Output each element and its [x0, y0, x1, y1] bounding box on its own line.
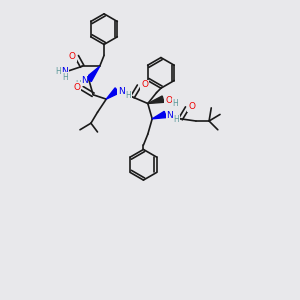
Text: O: O	[165, 96, 172, 105]
Text: O: O	[188, 102, 195, 111]
Text: N: N	[61, 67, 68, 76]
Polygon shape	[106, 88, 119, 99]
Text: H: H	[55, 67, 61, 76]
Text: H: H	[125, 92, 131, 100]
Text: H: H	[173, 116, 179, 124]
Text: N: N	[118, 87, 125, 96]
Text: H: H	[172, 99, 178, 108]
Polygon shape	[152, 111, 166, 119]
Text: H: H	[75, 80, 81, 89]
Polygon shape	[148, 96, 164, 103]
Text: O: O	[73, 82, 80, 91]
Polygon shape	[86, 66, 100, 82]
Text: O: O	[141, 80, 148, 89]
Text: N: N	[166, 111, 173, 120]
Text: H: H	[62, 73, 68, 82]
Text: N: N	[81, 76, 88, 85]
Text: O: O	[69, 52, 76, 61]
